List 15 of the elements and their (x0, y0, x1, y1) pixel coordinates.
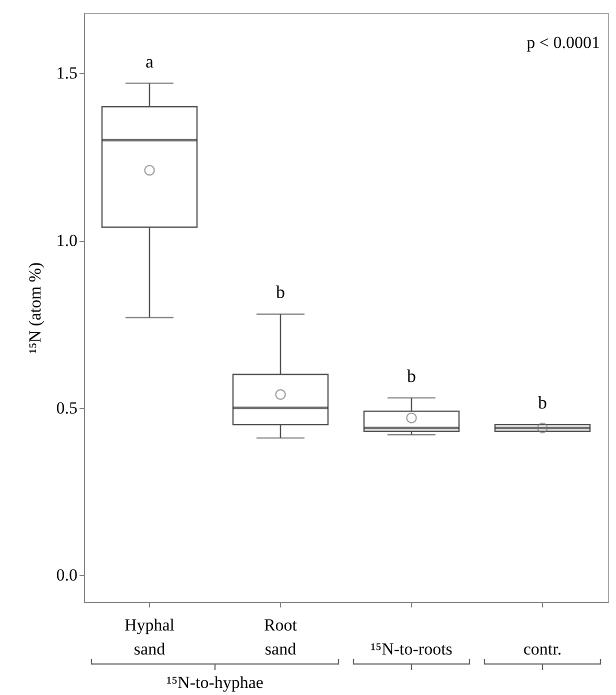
y-tick-label: 1.5 (56, 64, 78, 83)
x-tick-label: contr. (523, 640, 562, 658)
annotation: a (146, 51, 154, 72)
annotation: p < 0.0001 (526, 33, 600, 52)
y-tick-label: 0.0 (56, 566, 78, 585)
annotation: b (407, 366, 416, 386)
x-tick-label: ¹⁵N-to-roots (370, 640, 452, 658)
annotation: b (538, 392, 547, 413)
y-tick-label: 1.0 (56, 231, 78, 250)
text: ¹⁵N-to-hyphae (166, 673, 264, 692)
y-tick-label: 0.5 (56, 398, 78, 418)
annotation: b (276, 282, 285, 302)
x-tick-label: Root sand (264, 616, 298, 658)
y-axis-title: ¹⁵N (atom %) (25, 262, 44, 354)
x-tick-label: Hyphal sand (124, 616, 175, 658)
